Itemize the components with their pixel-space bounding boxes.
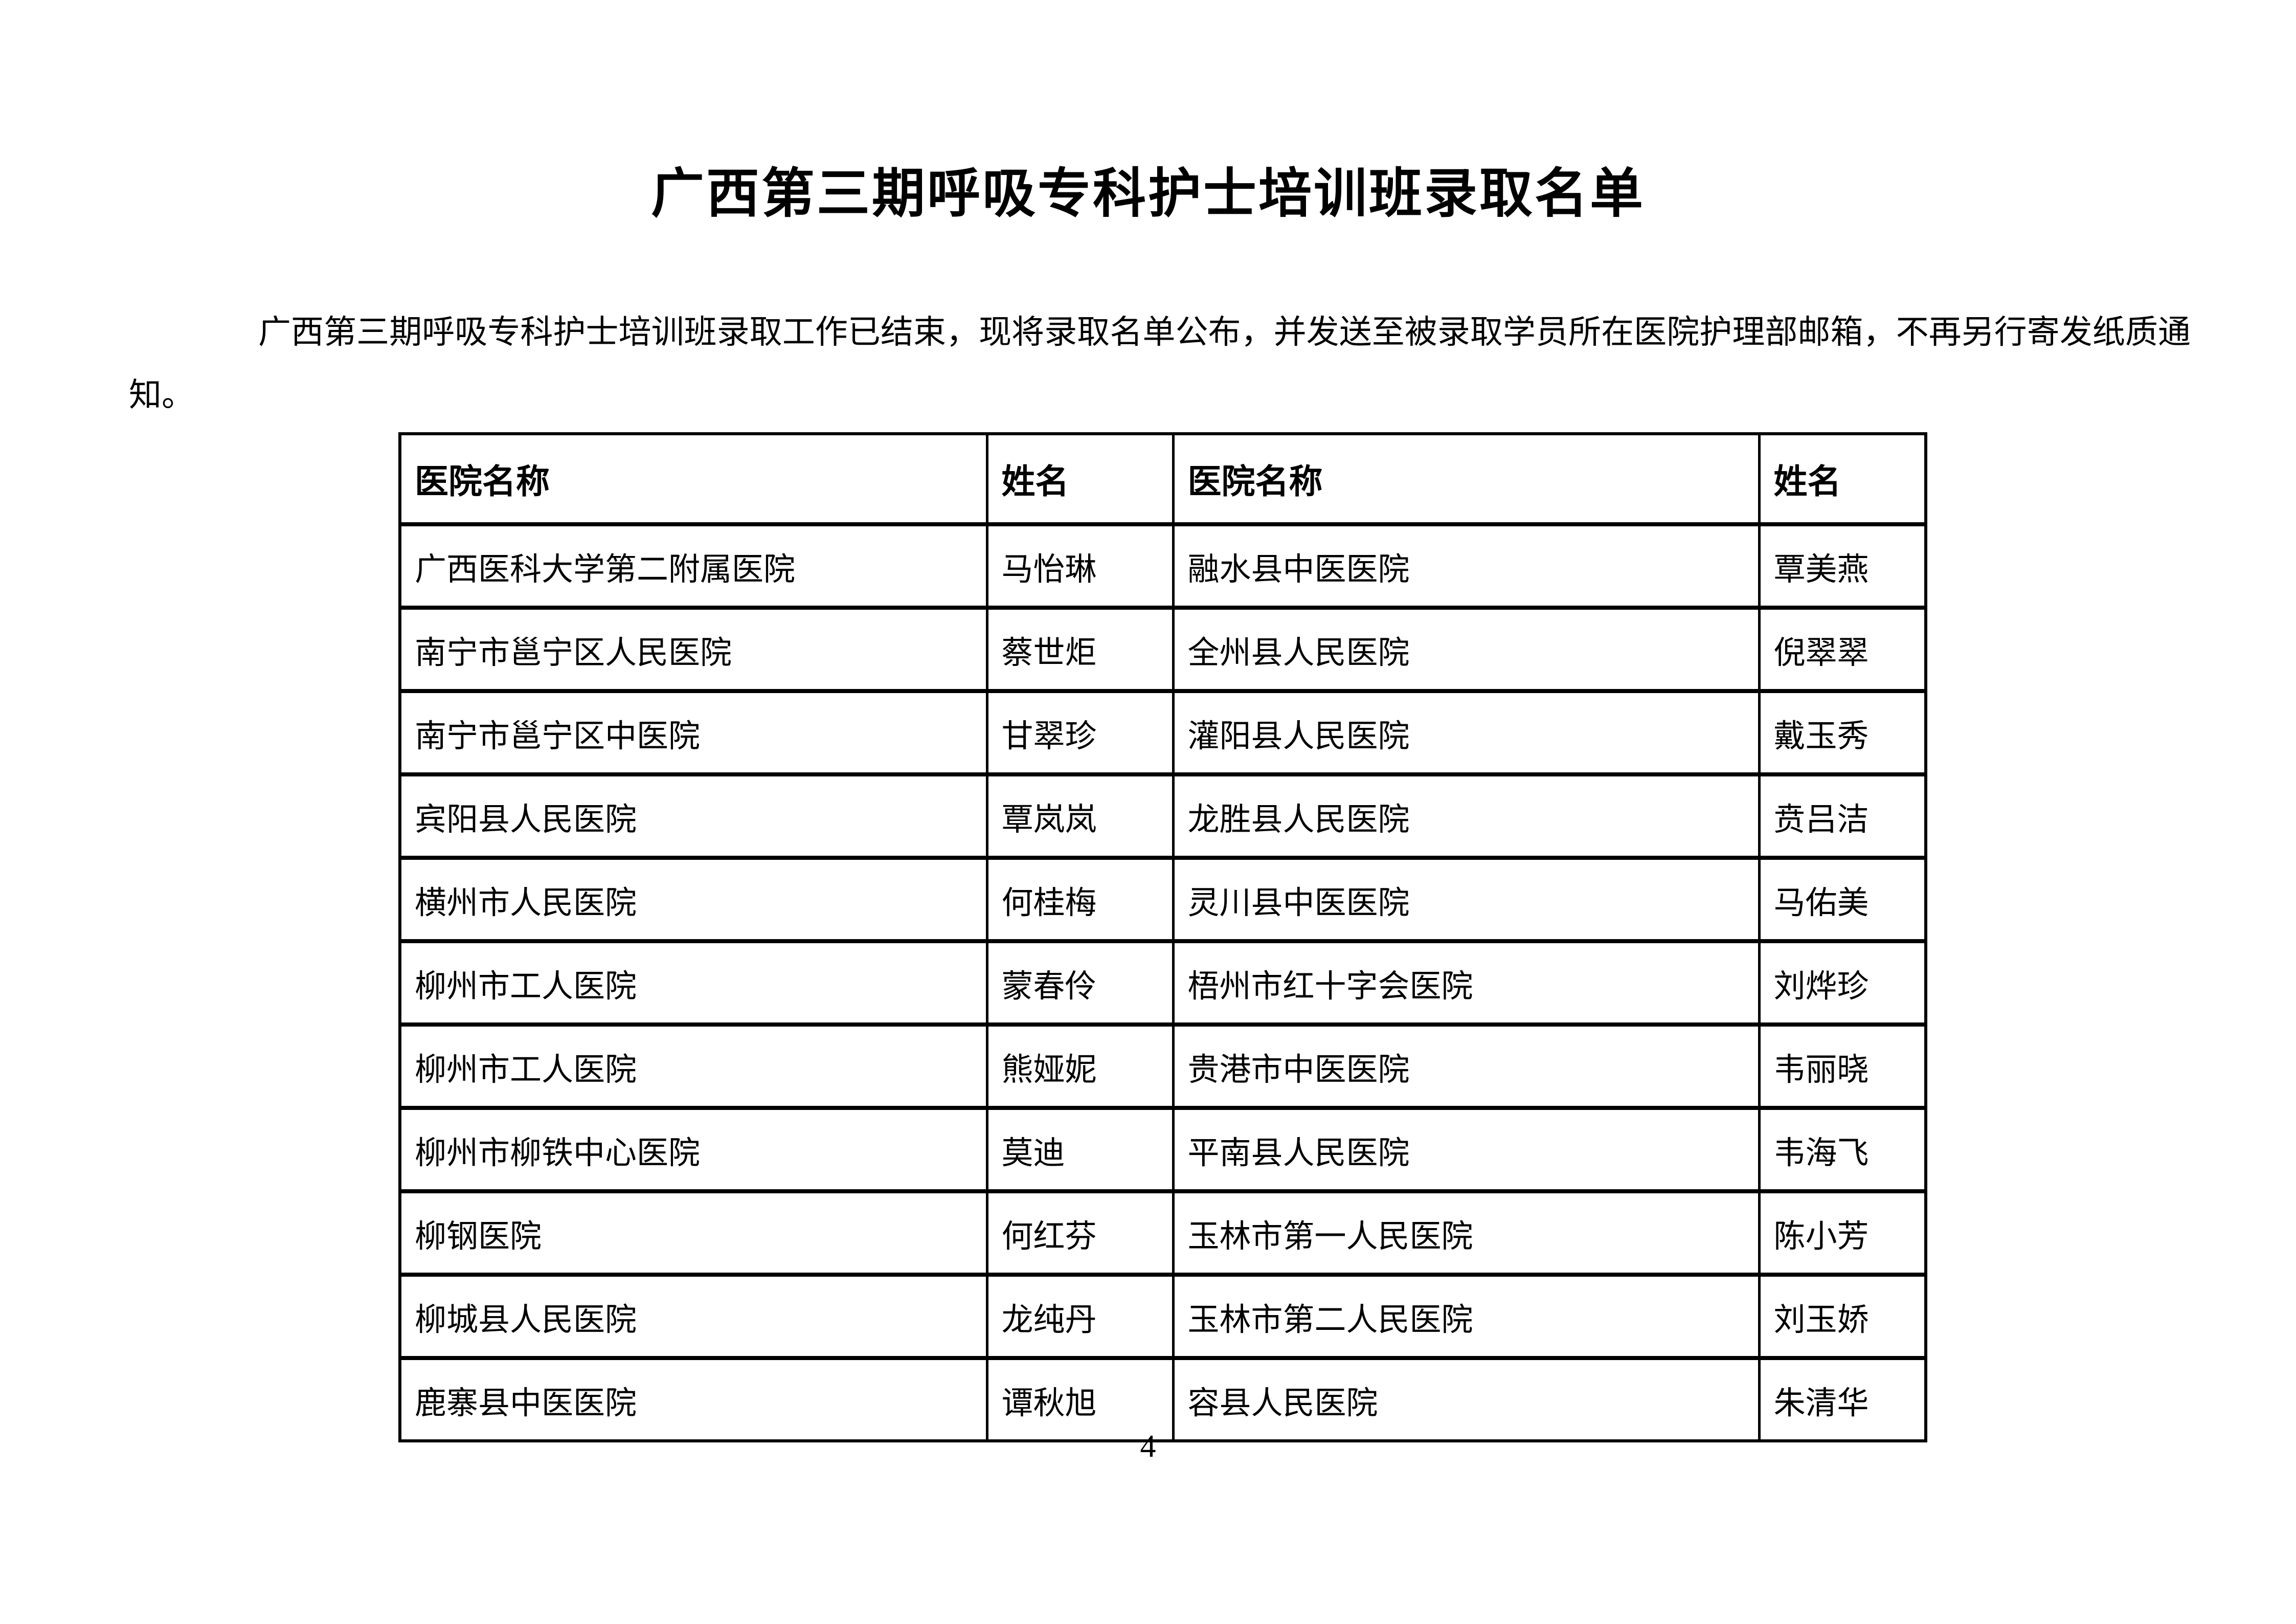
name-cell: 熊娅妮 <box>985 1022 1175 1109</box>
hospital-cell: 玉林市第一人民医院 <box>1172 1189 1761 1276</box>
table-row: 广西医科大学第二附属医院 马怡琳 融水县中医医院 覃美燕 <box>398 522 1927 609</box>
name-cell: 刘玉娇 <box>1758 1273 1927 1360</box>
hospital-cell: 贵港市中医医院 <box>1172 1022 1761 1109</box>
hospital-cell: 宾阳县人民医院 <box>398 772 988 859</box>
name-cell: 谭秋旭 <box>985 1356 1175 1442</box>
name-cell: 覃岚岚 <box>985 772 1175 859</box>
table-row: 柳州市工人医院 熊娅妮 贵港市中医医院 韦丽晓 <box>398 1022 1927 1109</box>
name-cell: 莫迪 <box>985 1106 1175 1193</box>
header-cell-name-right: 姓名 <box>1758 432 1927 526</box>
hospital-cell: 柳钢医院 <box>398 1189 988 1276</box>
name-cell: 蒙春伶 <box>985 939 1175 1026</box>
hospital-cell: 龙胜县人民医院 <box>1172 772 1761 859</box>
hospital-cell: 灌阳县人民医院 <box>1172 689 1761 776</box>
hospital-cell: 柳州市工人医院 <box>398 1022 988 1109</box>
table-header-row: 医院名称 姓名 医院名称 姓名 <box>398 432 1927 526</box>
header-cell-hospital-left: 医院名称 <box>398 432 988 526</box>
table-row: 柳钢医院 何红芬 玉林市第一人民医院 陈小芳 <box>398 1189 1927 1276</box>
hospital-cell: 广西医科大学第二附属医院 <box>398 522 988 609</box>
admission-table: 医院名称 姓名 医院名称 姓名 广西医科大学第二附属医院 马怡琳 融水县中医医院… <box>398 432 1927 1442</box>
name-cell: 戴玉秀 <box>1758 689 1927 776</box>
name-cell: 马佑美 <box>1758 856 1927 943</box>
hospital-cell: 容县人民医院 <box>1172 1356 1761 1442</box>
table-row: 鹿寨县中医医院 谭秋旭 容县人民医院 朱清华 <box>398 1356 1927 1442</box>
name-cell: 何桂梅 <box>985 856 1175 943</box>
name-cell: 龙纯丹 <box>985 1273 1175 1360</box>
table-row: 柳州市工人医院 蒙春伶 梧州市红十字会医院 刘烨珍 <box>398 939 1927 1026</box>
hospital-cell: 梧州市红十字会医院 <box>1172 939 1761 1026</box>
hospital-cell: 鹿寨县中医医院 <box>398 1356 988 1442</box>
page-title: 广西第三期呼吸专科护士培训班录取名单 <box>650 165 1645 224</box>
page-number: 4 <box>1140 1429 1156 1464</box>
table-row: 柳城县人民医院 龙纯丹 玉林市第二人民医院 刘玉娇 <box>398 1273 1927 1360</box>
table-row: 横州市人民医院 何桂梅 灵川县中医医院 马佑美 <box>398 856 1927 943</box>
intro-paragraph: 广西第三期呼吸专科护士培训班录取工作已结束，现将录取名单公布，并发送至被录取学员… <box>129 314 2191 413</box>
name-cell: 韦海飞 <box>1758 1106 1927 1193</box>
table-row: 柳州市柳铁中心医院 莫迪 平南县人民医院 韦海飞 <box>398 1106 1927 1193</box>
hospital-cell: 柳州市工人医院 <box>398 939 988 1026</box>
name-cell: 倪翠翠 <box>1758 606 1927 693</box>
name-cell: 何红芬 <box>985 1189 1175 1276</box>
name-cell: 甘翠珍 <box>985 689 1175 776</box>
header-cell-hospital-right: 医院名称 <box>1172 432 1761 526</box>
hospital-cell: 南宁市邕宁区中医院 <box>398 689 988 776</box>
hospital-cell: 柳城县人民医院 <box>398 1273 988 1360</box>
hospital-cell: 平南县人民医院 <box>1172 1106 1761 1193</box>
name-cell: 朱清华 <box>1758 1356 1927 1442</box>
table-row: 宾阳县人民医院 覃岚岚 龙胜县人民医院 贲吕洁 <box>398 772 1927 859</box>
hospital-cell: 全州县人民医院 <box>1172 606 1761 693</box>
name-cell: 覃美燕 <box>1758 522 1927 609</box>
name-cell: 陈小芳 <box>1758 1189 1927 1276</box>
table-row: 南宁市邕宁区中医院 甘翠珍 灌阳县人民医院 戴玉秀 <box>398 689 1927 776</box>
hospital-cell: 横州市人民医院 <box>398 856 988 943</box>
hospital-cell: 玉林市第二人民医院 <box>1172 1273 1761 1360</box>
table-row: 南宁市邕宁区人民医院 蔡世炬 全州县人民医院 倪翠翠 <box>398 606 1927 693</box>
hospital-cell: 南宁市邕宁区人民医院 <box>398 606 988 693</box>
name-cell: 刘烨珍 <box>1758 939 1927 1026</box>
header-cell-name-left: 姓名 <box>985 432 1175 526</box>
hospital-cell: 融水县中医医院 <box>1172 522 1761 609</box>
name-cell: 韦丽晓 <box>1758 1022 1927 1109</box>
name-cell: 贲吕洁 <box>1758 772 1927 859</box>
name-cell: 蔡世炬 <box>985 606 1175 693</box>
name-cell: 马怡琳 <box>985 522 1175 609</box>
hospital-cell: 灵川县中医医院 <box>1172 856 1761 943</box>
hospital-cell: 柳州市柳铁中心医院 <box>398 1106 988 1193</box>
